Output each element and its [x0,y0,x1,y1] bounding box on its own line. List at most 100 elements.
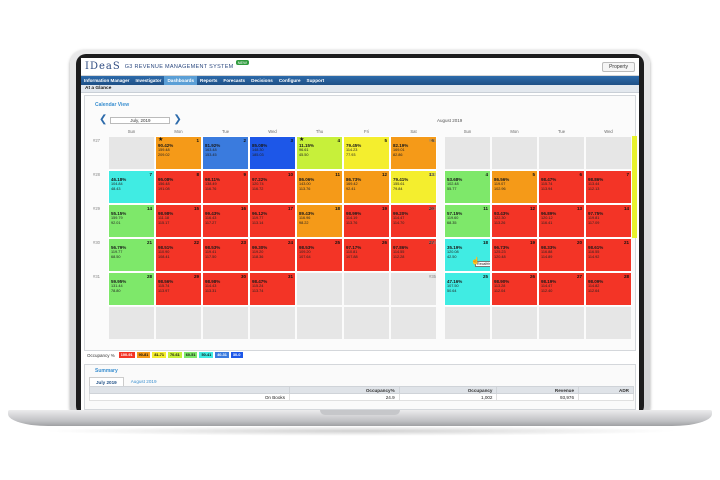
day-cell[interactable]: 19 98.99% 114.19 113.76 [343,204,390,238]
day-cell[interactable]: 30 98.98% 114.43 113.31 [202,272,249,306]
day-cell[interactable]: 6 82.19% 169.01 82.86 [390,136,437,170]
revpar-value: 113.31 [205,288,217,293]
day-cell[interactable]: 27 97.86% 114.55 112.28 [390,238,437,272]
day-cell[interactable]: 5 86.56% 119.07 102.96 [491,170,538,204]
day-cell[interactable]: 7 46.18% 104.84 48.43 [108,170,155,204]
special-event-star-icon[interactable]: ★ [299,137,305,143]
revpar-value: 107.64 [299,254,311,259]
revpar-value: 209.02 [158,152,170,157]
nav-item-investigator[interactable]: Investigator [135,77,162,83]
day-cell[interactable]: 19 96.73% 125.23 120.48 [491,238,538,272]
adr-value: 116.55 [588,250,600,254]
occupancy-percent: 97.22% [252,177,268,182]
day-cell[interactable]: 13 79.41% 155.61 79.84 [390,170,437,204]
day-cell[interactable]: 31 98.47% 115.24 113.74 [249,272,296,306]
day-cell[interactable]: 6 98.47% 115.74 113.94 [538,170,585,204]
day-cell[interactable]: 16 99.43% 116.43 117.27 [202,204,249,238]
day-cell[interactable]: 12 86.73% 169.42 92.41 [343,170,390,204]
adr-value: 156.48 [158,182,170,186]
day-cell[interactable]: 26 97.17% 110.81 107.88 [343,238,390,272]
day-cell[interactable]: 8 95.08% 156.48 191.08 [155,170,202,204]
next-month-icon[interactable]: ❯ [173,114,182,125]
revpar-value: 82.86 [393,152,403,157]
day-cell[interactable]: 25 47.16% 107.50 50.64 [444,272,491,306]
day-cell[interactable]: 10 97.22% 120.74 116.72 [249,170,296,204]
nav-item-reports[interactable]: Reports [200,77,218,83]
col-header-adr: ADR [578,386,634,394]
day-cell[interactable]: 14 55.15% 159.79 92.01 [108,204,155,238]
empty-day-cell [108,136,155,170]
day-number: 20 [428,206,434,211]
ideas-logo: IDeaS [85,61,121,72]
nav-item-dashboards[interactable]: Dashboards [164,76,198,85]
legend-chip: 60-51 [183,352,198,358]
revpar-value: 113.94 [541,186,553,191]
day-cell[interactable]: 18 89.43% 116.96 98.22 [296,204,343,238]
nav-item-decisions[interactable]: Decisions [251,77,273,83]
day-cell[interactable]: 9 98.11% 138.49 116.76 [202,170,249,204]
nav-item-information-manager[interactable]: Information Manager [84,77,130,83]
day-cell[interactable]: ★ 4 11.15% 96.61 45.50 [296,136,343,170]
day-cell[interactable]: 2 81.92% 163.48 153.45 [202,136,249,170]
week-number [425,306,444,340]
occupancy-percent: 99.30% [252,245,268,250]
day-cell[interactable]: 13 96.89% 120.12 116.41 [538,204,585,238]
day-cell[interactable]: 5 79.45% 114.23 77.93 [343,136,390,170]
adr-value: 115.74 [541,182,553,186]
day-number: 27 [576,274,582,279]
month-picker-input[interactable]: July, 2019 [110,116,171,124]
day-number: 28 [146,274,152,279]
occupancy-percent: 98.98% [158,211,174,216]
nav-item-support[interactable]: Support [306,77,325,83]
occupancy-percent: 98.53% [299,245,315,250]
day-cell[interactable]: 26 98.90% 113.28 112.04 [491,272,538,306]
day-cell[interactable]: 15 98.98% 111.18 115.17 [155,204,202,238]
day-number: 16 [240,206,246,211]
day-cell[interactable]: 11 57.15% 119.60 68.35 [444,204,491,238]
laptop-base-notch [320,410,400,415]
revpar-value: 117.27 [205,220,217,225]
property-selector[interactable]: Property [602,61,635,72]
day-cell[interactable]: 23 98.53% 119.41 117.50 [202,238,249,272]
weekday-label: Sun [463,129,472,134]
occupancy-percent: 93.43% [494,211,510,216]
nav-item-forecasts[interactable]: Forecasts [223,77,246,83]
day-cell[interactable]: 29 98.56% 115.74 113.97 [155,272,202,306]
day-cell[interactable]: ★ 1 90.42% 159.48 209.02 [155,136,202,170]
revpar-value: 78.80 [111,288,121,293]
day-cell[interactable]: 11 86.06% 143.00 113.76 [296,170,343,204]
week-number-spacer [89,128,108,136]
day-cell[interactable]: 25 98.53% 109.20 107.64 [296,238,343,272]
revpar-value: 113.14 [252,220,264,225]
adr-value: 96.61 [299,148,309,152]
nav-item-configure[interactable]: Configure [278,77,301,83]
special-event-star-icon[interactable]: ★ [158,137,164,143]
day-cell[interactable]: 4 53.68% 102.48 55.77 [444,170,491,204]
occupancy-percent: 98.11% [205,177,221,182]
day-cell[interactable]: 27 98.19% 114.47 112.40 [538,272,585,306]
day-cell[interactable]: 3 85.08% 148.30 185.03 [249,136,296,170]
day-cell[interactable]: 24 99.30% 119.20 118.36 [249,238,296,272]
tab-august-2019[interactable]: August 2019 [130,378,157,384]
day-number: 4 [337,138,340,143]
revpar-value: 55.77 [447,186,457,191]
day-number: 29 [193,274,199,279]
day-cell[interactable]: 17 96.12% 119.77 113.14 [249,204,296,238]
day-cell[interactable]: 14 97.75% 119.81 117.09 [585,204,632,238]
tab-july-2019[interactable]: July 2019 [89,377,124,386]
revpar-value: 114.89 [541,254,553,259]
day-cell[interactable]: 20 98.33% 116.88 114.89 [538,238,585,272]
day-cell[interactable]: 20 99.20% 114.47 114.70 [390,204,437,238]
day-cell[interactable]: 12 93.43% 122.30 113.26 [491,204,538,238]
prev-month-icon[interactable]: ❮ [99,114,108,125]
day-cell[interactable]: 22 98.51% 110.90 108.41 [155,238,202,272]
day-number: 5 [384,138,387,143]
day-cell[interactable]: 21 98.61% 116.55 114.92 [585,238,632,272]
occupancy-percent: 99.20% [393,211,409,216]
adr-value: 159.48 [158,148,170,152]
day-cell[interactable]: 21 56.79% 119.77 68.50 [108,238,155,272]
day-cell[interactable]: 7 98.86% 113.44 112.13 [585,170,632,204]
day-cell[interactable]: 28 98.09% 114.82 112.64 [585,272,632,306]
day-cell[interactable]: 28 59.95% 131.44 78.80 [108,272,155,306]
